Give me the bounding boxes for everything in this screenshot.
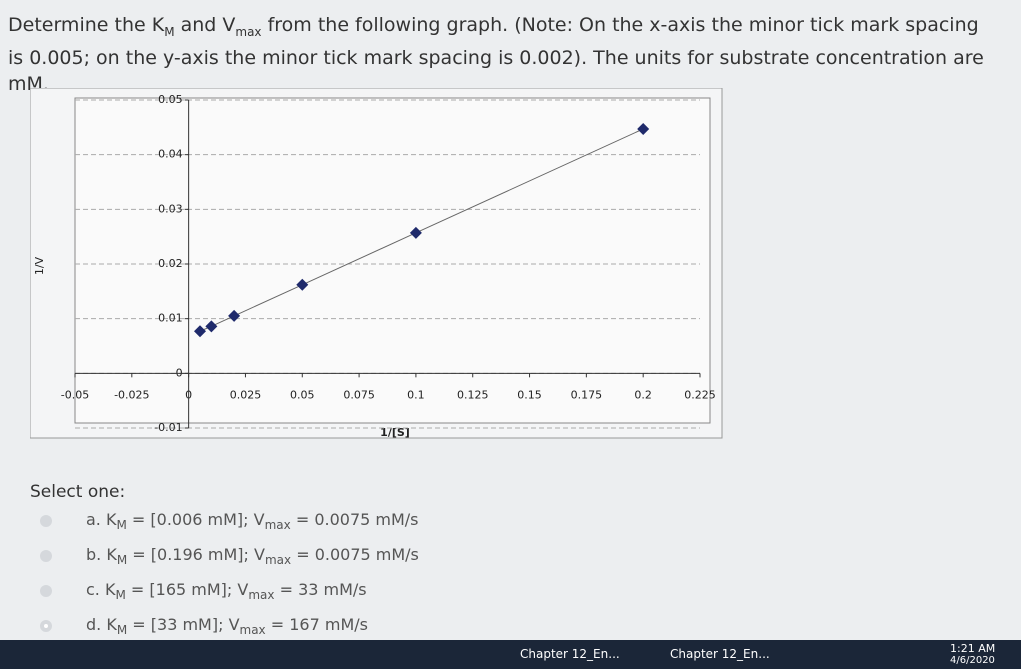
option[interactable]: d. KM = [33 mM]; Vmax = 167 mM/s — [40, 615, 368, 637]
option[interactable]: a. KM = [0.006 mM]; Vmax = 0.0075 mM/s — [40, 510, 419, 532]
clock-time: 1:21 AM — [950, 642, 996, 655]
y-tick-label: 0.05 — [158, 93, 183, 106]
y-tick-label: 0.04 — [158, 148, 183, 161]
text: = [0.006 mM]; V — [126, 510, 265, 529]
text: Determine the K — [8, 14, 165, 36]
subscript: M — [116, 518, 127, 533]
x-tick-label: -0.05 — [61, 388, 89, 401]
taskbar-item[interactable]: Chapter 12_En... — [670, 647, 770, 661]
taskbar-item[interactable]: Chapter 12_En... — [520, 647, 620, 661]
subscript: M — [116, 553, 128, 568]
subscript: M — [164, 24, 175, 39]
x-tick-label: 0.225 — [684, 388, 716, 401]
text: = [0.196 mM]; V — [127, 545, 265, 564]
radio[interactable] — [40, 514, 52, 527]
taskbar: Chapter 12_En... Chapter 12_En... 1:21 A… — [0, 640, 1021, 669]
option[interactable]: c. KM = [165 mM]; Vmax = 33 mM/s — [40, 580, 367, 602]
x-tick-label: 0.1 — [407, 388, 425, 401]
text: = [165 mM]; V — [125, 580, 249, 599]
subscript: max — [248, 588, 275, 603]
text: = 0.0075 mM/s — [290, 510, 419, 529]
text: = [33 mM]; V — [127, 615, 240, 634]
y-tick-label: 0.02 — [158, 257, 183, 270]
chart: 1/V 1/[S] -0.0100.010.020.030.040.05-0.0… — [30, 88, 723, 439]
data-point — [194, 325, 206, 338]
text: from the following graph. (Note: On the … — [8, 14, 984, 95]
clock-date: 4/6/2020 — [950, 655, 995, 666]
text: a. K — [86, 510, 117, 529]
x-tick-label: 0.025 — [230, 388, 261, 401]
text: = 33 mM/s — [274, 580, 367, 599]
x-axis-label: 1/[S] — [380, 426, 410, 439]
x-tick-label: 0.05 — [290, 388, 315, 401]
text: d. K — [86, 615, 117, 634]
y-tick-label: -0.01 — [154, 421, 182, 434]
x-tick-label: 0.2 — [634, 388, 652, 401]
x-tick-label: 0.175 — [571, 388, 603, 401]
data-point — [296, 278, 309, 291]
text: b. K — [86, 545, 117, 564]
data-point — [205, 320, 218, 333]
question: Determine the KM and Vmax from the follo… — [8, 12, 998, 97]
option[interactable]: b. KM = [0.196 mM]; Vmax = 0.0075 mM/s — [40, 545, 419, 567]
radio[interactable] — [40, 619, 52, 632]
select-label: Select one: — [30, 482, 126, 502]
text: and V — [174, 14, 236, 36]
y-tick-label: 0.03 — [158, 202, 183, 215]
data-point — [409, 226, 422, 239]
x-tick-label: 0.125 — [457, 388, 489, 401]
x-tick-label: -0.025 — [114, 388, 149, 401]
data-point — [637, 122, 650, 135]
y-axis-label: 1/V — [33, 256, 46, 275]
x-tick-label: 0.075 — [343, 388, 375, 401]
subscript: M — [116, 623, 128, 638]
x-tick-label: 0.15 — [517, 388, 542, 401]
subscript: max — [264, 553, 292, 568]
y-tick-label: 0.01 — [158, 312, 183, 325]
text: c. K — [86, 580, 116, 599]
subscript: max — [235, 24, 262, 39]
radio[interactable] — [40, 549, 52, 562]
subscript: max — [264, 518, 291, 533]
text: = 0.0075 mM/s — [291, 545, 419, 564]
data-point — [228, 309, 241, 322]
subscript: max — [239, 623, 266, 638]
plot-area — [74, 97, 711, 424]
radio[interactable] — [40, 584, 52, 597]
subscript: M — [115, 588, 126, 603]
text: = 167 mM/s — [265, 615, 368, 634]
